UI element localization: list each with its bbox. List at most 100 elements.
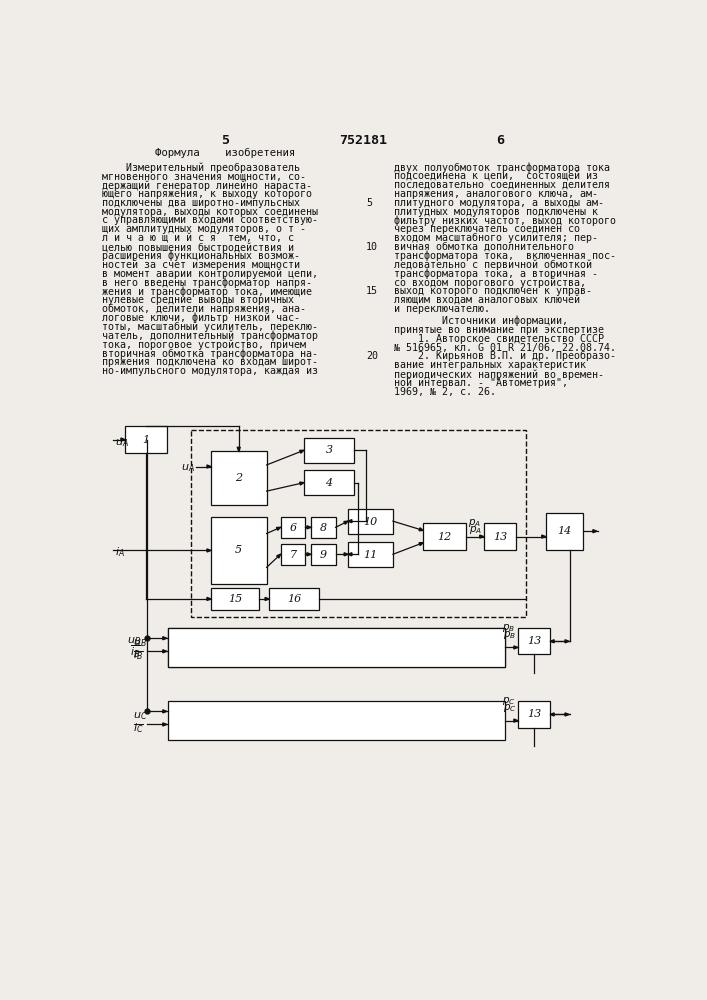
Text: $i_C$: $i_C$ bbox=[134, 721, 144, 735]
Text: $p_C$: $p_C$ bbox=[502, 695, 515, 707]
Polygon shape bbox=[565, 640, 569, 643]
Text: $u_B$: $u_B$ bbox=[127, 635, 141, 647]
Text: 6: 6 bbox=[289, 523, 296, 533]
Text: плитудного модулятора, а выходы ам-: плитудного модулятора, а выходы ам- bbox=[394, 198, 604, 208]
Text: $p_A$: $p_A$ bbox=[468, 517, 481, 529]
Text: № 516965, кл. G 01 R 21/06, 22.08.74.: № 516965, кл. G 01 R 21/06, 22.08.74. bbox=[394, 343, 616, 353]
Text: фильтру низких частот, выход которого: фильтру низких частот, выход которого bbox=[394, 215, 616, 226]
Text: принятые во внимание при экспертизе: принятые во внимание при экспертизе bbox=[394, 325, 604, 335]
Polygon shape bbox=[207, 549, 211, 552]
Polygon shape bbox=[514, 719, 518, 722]
Text: 2. Кирьянов В.П. и др. Преобразо-: 2. Кирьянов В.П. и др. Преобразо- bbox=[394, 351, 616, 361]
Text: вание интегральных характеристик: вание интегральных характеристик bbox=[394, 360, 585, 370]
Text: с управляющими входами соответствую-: с управляющими входами соответствую- bbox=[103, 215, 318, 225]
Polygon shape bbox=[207, 597, 211, 600]
Text: 13: 13 bbox=[527, 636, 541, 646]
Text: но-импульсного модулятора, каждая из: но-импульсного модулятора, каждая из bbox=[103, 366, 318, 376]
Text: 10: 10 bbox=[363, 517, 378, 527]
Bar bbox=[168, 701, 506, 740]
Text: 15: 15 bbox=[228, 594, 242, 604]
Polygon shape bbox=[348, 553, 352, 556]
Text: 16: 16 bbox=[287, 594, 301, 604]
Text: 1. Авторское свидетельство СССР: 1. Авторское свидетельство СССР bbox=[394, 334, 604, 344]
Bar bbox=[125, 426, 168, 453]
Text: ледовательно с первичной обмоткой: ледовательно с первичной обмоткой bbox=[394, 260, 592, 270]
Text: ляющим входам аналоговых ключей: ляющим входам аналоговых ключей bbox=[394, 295, 580, 305]
Text: в момент аварии контролируемой цепи,: в момент аварии контролируемой цепи, bbox=[103, 269, 318, 279]
Text: 1969, № 2, с. 26.: 1969, № 2, с. 26. bbox=[394, 387, 496, 397]
Bar bbox=[211, 451, 267, 505]
Polygon shape bbox=[348, 520, 352, 523]
Text: 752181: 752181 bbox=[339, 134, 387, 147]
Text: Формула    изобретения: Формула изобретения bbox=[156, 148, 296, 158]
Polygon shape bbox=[207, 465, 211, 468]
Text: тоты, масштабный усилитель, переклю-: тоты, масштабный усилитель, переклю- bbox=[103, 322, 318, 332]
Text: ной интервал. - "Автометрия",: ной интервал. - "Автометрия", bbox=[394, 378, 568, 388]
Text: трансформатора тока, а вторичная -: трансформатора тока, а вторичная - bbox=[394, 269, 597, 279]
Text: 5: 5 bbox=[221, 134, 230, 147]
Bar bbox=[211, 517, 267, 584]
Text: 14: 14 bbox=[557, 526, 571, 536]
Polygon shape bbox=[276, 554, 281, 558]
Bar bbox=[311, 544, 336, 565]
Polygon shape bbox=[514, 646, 518, 649]
Text: л и ч а ю щ и й с я  тем, что, с: л и ч а ю щ и й с я тем, что, с bbox=[103, 233, 294, 243]
Text: тока, пороговое устройство, причем: тока, пороговое устройство, причем bbox=[103, 339, 306, 350]
Polygon shape bbox=[419, 528, 423, 531]
Bar bbox=[546, 513, 583, 550]
Text: расширения функциональных возмож-: расширения функциональных возмож- bbox=[103, 251, 300, 261]
Text: $\overline{i_B}$: $\overline{i_B}$ bbox=[130, 643, 141, 660]
Text: Измерительный преобразователь: Измерительный преобразователь bbox=[103, 162, 300, 173]
Text: $u_A$: $u_A$ bbox=[115, 438, 129, 449]
Polygon shape bbox=[307, 526, 311, 529]
Text: 9: 9 bbox=[320, 550, 327, 560]
Text: 5: 5 bbox=[366, 198, 372, 208]
Text: 11: 11 bbox=[363, 550, 378, 560]
Text: ющего напряжения, к выходу которого: ющего напряжения, к выходу которого bbox=[103, 189, 312, 199]
Polygon shape bbox=[237, 447, 240, 451]
Text: 20: 20 bbox=[366, 351, 378, 361]
Text: плитудных модуляторов подключены к: плитудных модуляторов подключены к bbox=[394, 207, 597, 217]
Text: чатель, дополнительный трансформатор: чатель, дополнительный трансформатор bbox=[103, 331, 318, 341]
Bar bbox=[348, 542, 393, 567]
Text: ностей за счет измерения мощности: ностей за счет измерения мощности bbox=[103, 260, 300, 270]
Text: обмоток, делители напряжения, ана-: обмоток, делители напряжения, ана- bbox=[103, 304, 306, 314]
Bar bbox=[348, 509, 393, 534]
Polygon shape bbox=[344, 521, 348, 524]
Polygon shape bbox=[307, 553, 311, 556]
Bar bbox=[168, 628, 506, 667]
Bar bbox=[304, 470, 354, 495]
Bar bbox=[281, 517, 305, 538]
Text: выход которого подключен к управ-: выход которого подключен к управ- bbox=[394, 286, 592, 296]
Polygon shape bbox=[550, 640, 554, 643]
Text: вторичная обмотка трансформатора на-: вторичная обмотка трансформатора на- bbox=[103, 348, 318, 359]
Polygon shape bbox=[542, 535, 546, 538]
Polygon shape bbox=[419, 543, 423, 546]
Polygon shape bbox=[276, 527, 281, 530]
Text: пряжения подключена ко входам широт-: пряжения подключена ко входам широт- bbox=[103, 357, 318, 367]
Text: через переключатель соединен со: через переключатель соединен со bbox=[394, 224, 580, 234]
Polygon shape bbox=[265, 597, 269, 600]
Text: модулятора, выходы которых соединены: модулятора, выходы которых соединены bbox=[103, 207, 318, 217]
Polygon shape bbox=[163, 650, 167, 653]
Text: со входом порогового устройства,: со входом порогового устройства, bbox=[394, 277, 585, 288]
Text: щих амплитудных модуляторов, о т -: щих амплитудных модуляторов, о т - bbox=[103, 224, 306, 234]
Text: 10: 10 bbox=[366, 242, 378, 252]
Text: 13: 13 bbox=[493, 532, 507, 542]
Polygon shape bbox=[163, 637, 167, 640]
Polygon shape bbox=[300, 450, 304, 453]
Bar bbox=[518, 701, 550, 728]
Text: 1: 1 bbox=[143, 435, 150, 445]
Text: последовательно соединенных делителя: последовательно соединенных делителя bbox=[394, 180, 609, 190]
Text: в него введены трансформатор напря-: в него введены трансформатор напря- bbox=[103, 277, 312, 288]
Text: $p_B$: $p_B$ bbox=[503, 629, 516, 641]
Text: держащий генератор линейно нараста-: держащий генератор линейно нараста- bbox=[103, 180, 312, 191]
Text: двух полуобмоток трансформатора тока: двух полуобмоток трансформатора тока bbox=[394, 162, 609, 173]
Polygon shape bbox=[163, 710, 167, 713]
Text: 7: 7 bbox=[289, 550, 296, 560]
Text: 8: 8 bbox=[320, 523, 327, 533]
Text: подсоединена к цепи,  состоящей из: подсоединена к цепи, состоящей из bbox=[394, 171, 597, 181]
Text: 13: 13 bbox=[527, 709, 541, 719]
Polygon shape bbox=[300, 482, 304, 485]
Text: 5: 5 bbox=[235, 545, 243, 555]
